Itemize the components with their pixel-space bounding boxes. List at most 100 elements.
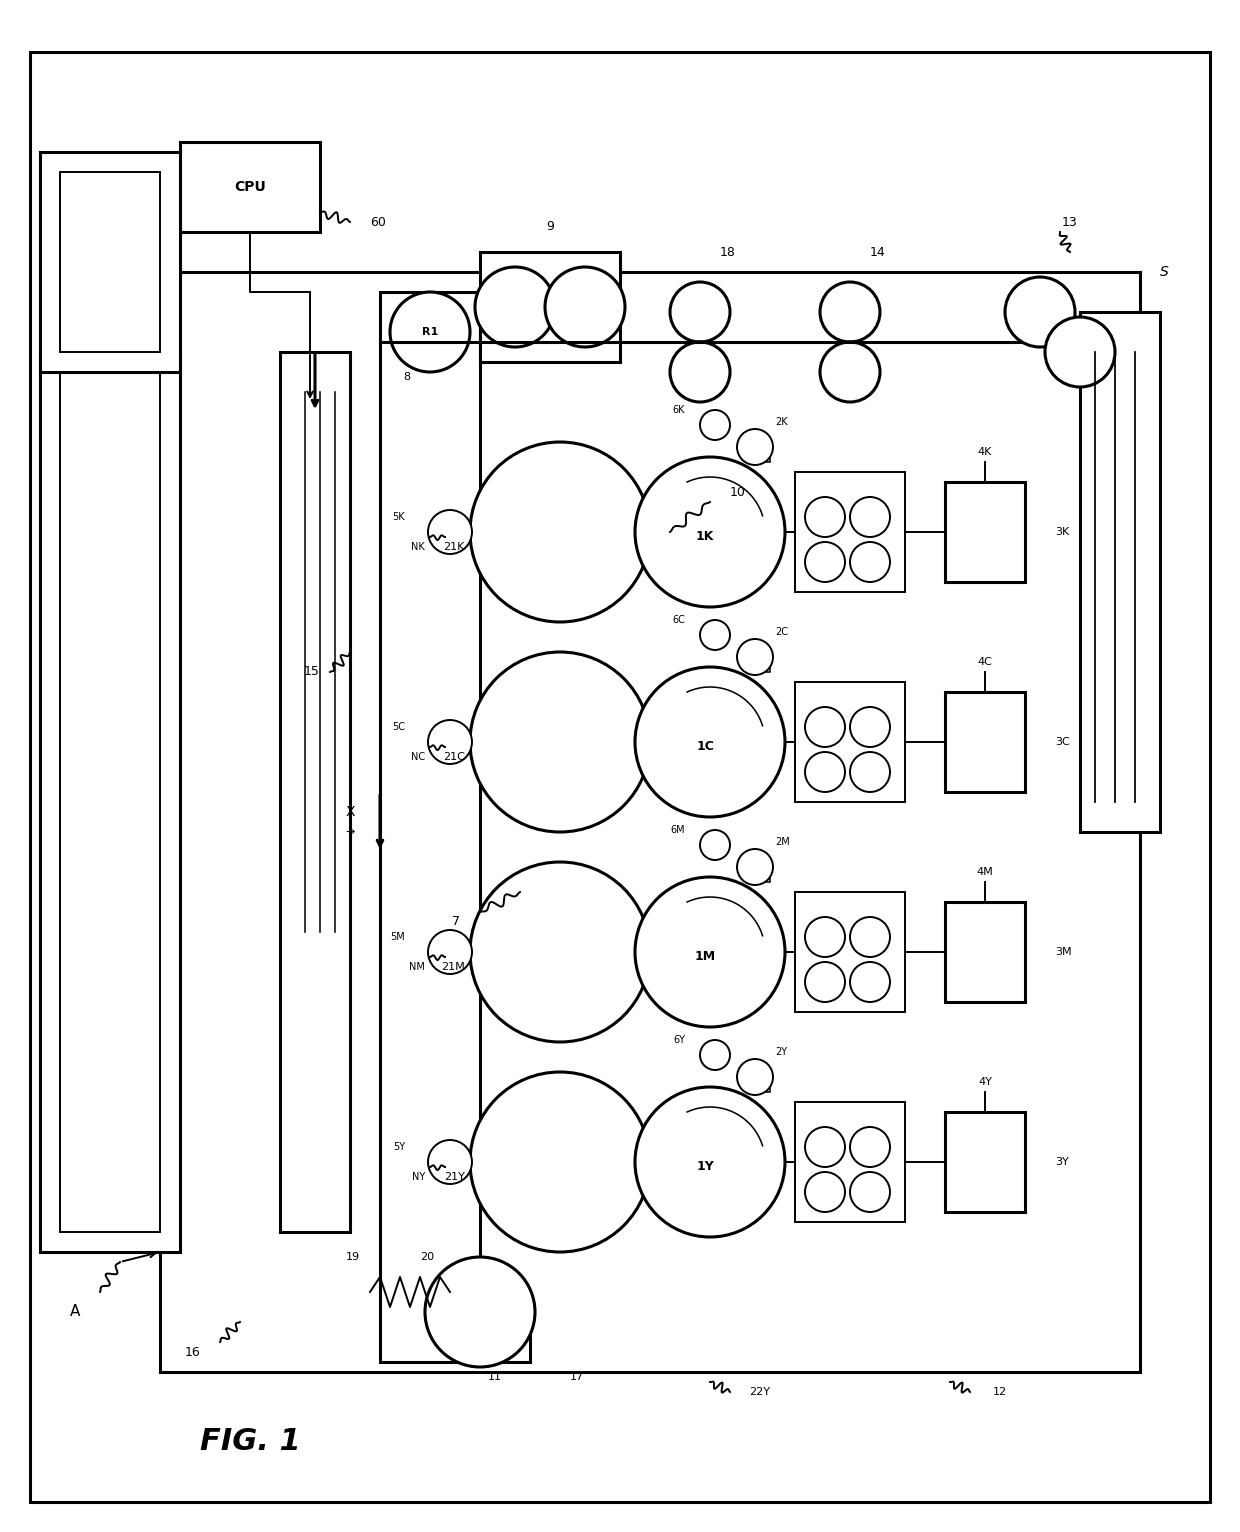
Circle shape <box>701 830 730 859</box>
Text: R1: R1 <box>422 326 438 337</box>
Bar <box>750 653 770 673</box>
Circle shape <box>475 267 556 348</box>
Circle shape <box>805 706 844 748</box>
Text: 4M: 4M <box>977 867 993 876</box>
Circle shape <box>546 267 625 348</box>
Text: NK: NK <box>412 542 425 552</box>
Text: NC: NC <box>410 752 425 761</box>
Circle shape <box>635 666 785 817</box>
Text: 1M: 1M <box>694 950 715 964</box>
Circle shape <box>470 653 650 832</box>
Bar <box>379 293 480 1362</box>
Text: 1C: 1C <box>696 740 714 754</box>
Text: 19: 19 <box>346 1252 360 1262</box>
Circle shape <box>425 1256 534 1367</box>
Circle shape <box>428 930 472 974</box>
Text: NM: NM <box>409 962 425 971</box>
Text: 4K: 4K <box>978 447 992 457</box>
Text: 20: 20 <box>420 1252 434 1262</box>
Text: 18: 18 <box>720 245 735 259</box>
Text: 1K: 1K <box>696 530 714 544</box>
Circle shape <box>1045 317 1115 388</box>
Bar <box>480 251 620 362</box>
Circle shape <box>849 918 890 958</box>
Text: NY: NY <box>412 1172 425 1183</box>
Text: 5K: 5K <box>392 512 405 522</box>
Text: X: X <box>346 804 355 820</box>
Circle shape <box>805 918 844 958</box>
Text: 3Y: 3Y <box>1055 1157 1069 1167</box>
Circle shape <box>805 542 844 582</box>
Circle shape <box>805 752 844 792</box>
Bar <box>60 172 160 352</box>
Text: 12: 12 <box>993 1386 1007 1397</box>
Text: 6Y: 6Y <box>673 1036 684 1045</box>
Text: 5Y: 5Y <box>393 1141 405 1152</box>
Text: →: → <box>346 827 355 836</box>
Circle shape <box>670 342 730 401</box>
Text: 9: 9 <box>546 221 554 233</box>
Bar <box>795 1102 905 1223</box>
Bar <box>945 483 1025 582</box>
Text: 16: 16 <box>185 1345 200 1359</box>
Text: 8: 8 <box>403 372 410 381</box>
Text: 5C: 5C <box>392 722 405 732</box>
Text: 21Y: 21Y <box>444 1172 465 1183</box>
Text: 15: 15 <box>304 665 320 679</box>
Circle shape <box>701 1040 730 1069</box>
Text: 4Y: 4Y <box>978 1077 992 1088</box>
Text: 2Y: 2Y <box>775 1046 787 1057</box>
Circle shape <box>737 429 773 466</box>
Bar <box>750 863 770 882</box>
Text: 7: 7 <box>453 916 460 928</box>
Circle shape <box>428 720 472 764</box>
Bar <box>750 443 770 463</box>
Circle shape <box>805 1128 844 1167</box>
Bar <box>160 273 1140 1373</box>
Circle shape <box>849 752 890 792</box>
Text: 2M: 2M <box>775 836 790 847</box>
Circle shape <box>635 876 785 1026</box>
Circle shape <box>849 542 890 582</box>
Text: 22Y: 22Y <box>749 1386 770 1397</box>
Circle shape <box>849 706 890 748</box>
Text: A: A <box>69 1305 81 1319</box>
Circle shape <box>737 849 773 885</box>
Circle shape <box>820 342 880 401</box>
Circle shape <box>701 620 730 650</box>
Circle shape <box>428 510 472 555</box>
Circle shape <box>849 496 890 538</box>
Circle shape <box>701 411 730 440</box>
Bar <box>460 1291 529 1362</box>
Circle shape <box>1004 277 1075 348</box>
Text: 4C: 4C <box>977 657 992 666</box>
Bar <box>40 352 180 1252</box>
Text: 60: 60 <box>370 216 386 228</box>
Circle shape <box>470 1072 650 1252</box>
Circle shape <box>849 1128 890 1167</box>
Circle shape <box>670 282 730 342</box>
Circle shape <box>635 457 785 607</box>
Text: 6K: 6K <box>672 404 684 415</box>
Text: S: S <box>1159 265 1169 279</box>
Text: 17: 17 <box>570 1373 584 1382</box>
Circle shape <box>820 282 880 342</box>
Circle shape <box>737 639 773 676</box>
Circle shape <box>737 1059 773 1095</box>
Text: 13: 13 <box>1063 216 1078 228</box>
Bar <box>280 352 350 1232</box>
Bar <box>475 1318 505 1347</box>
Text: 21M: 21M <box>441 962 465 971</box>
Text: 21K: 21K <box>444 542 465 552</box>
Bar <box>945 1112 1025 1212</box>
Circle shape <box>849 1172 890 1212</box>
Text: 21C: 21C <box>443 752 465 761</box>
Text: 14: 14 <box>870 245 885 259</box>
Text: 3K: 3K <box>1055 527 1069 538</box>
Circle shape <box>805 962 844 1002</box>
Bar <box>945 692 1025 792</box>
Circle shape <box>805 496 844 538</box>
Circle shape <box>470 863 650 1042</box>
Bar <box>750 1072 770 1092</box>
Bar <box>40 152 180 372</box>
